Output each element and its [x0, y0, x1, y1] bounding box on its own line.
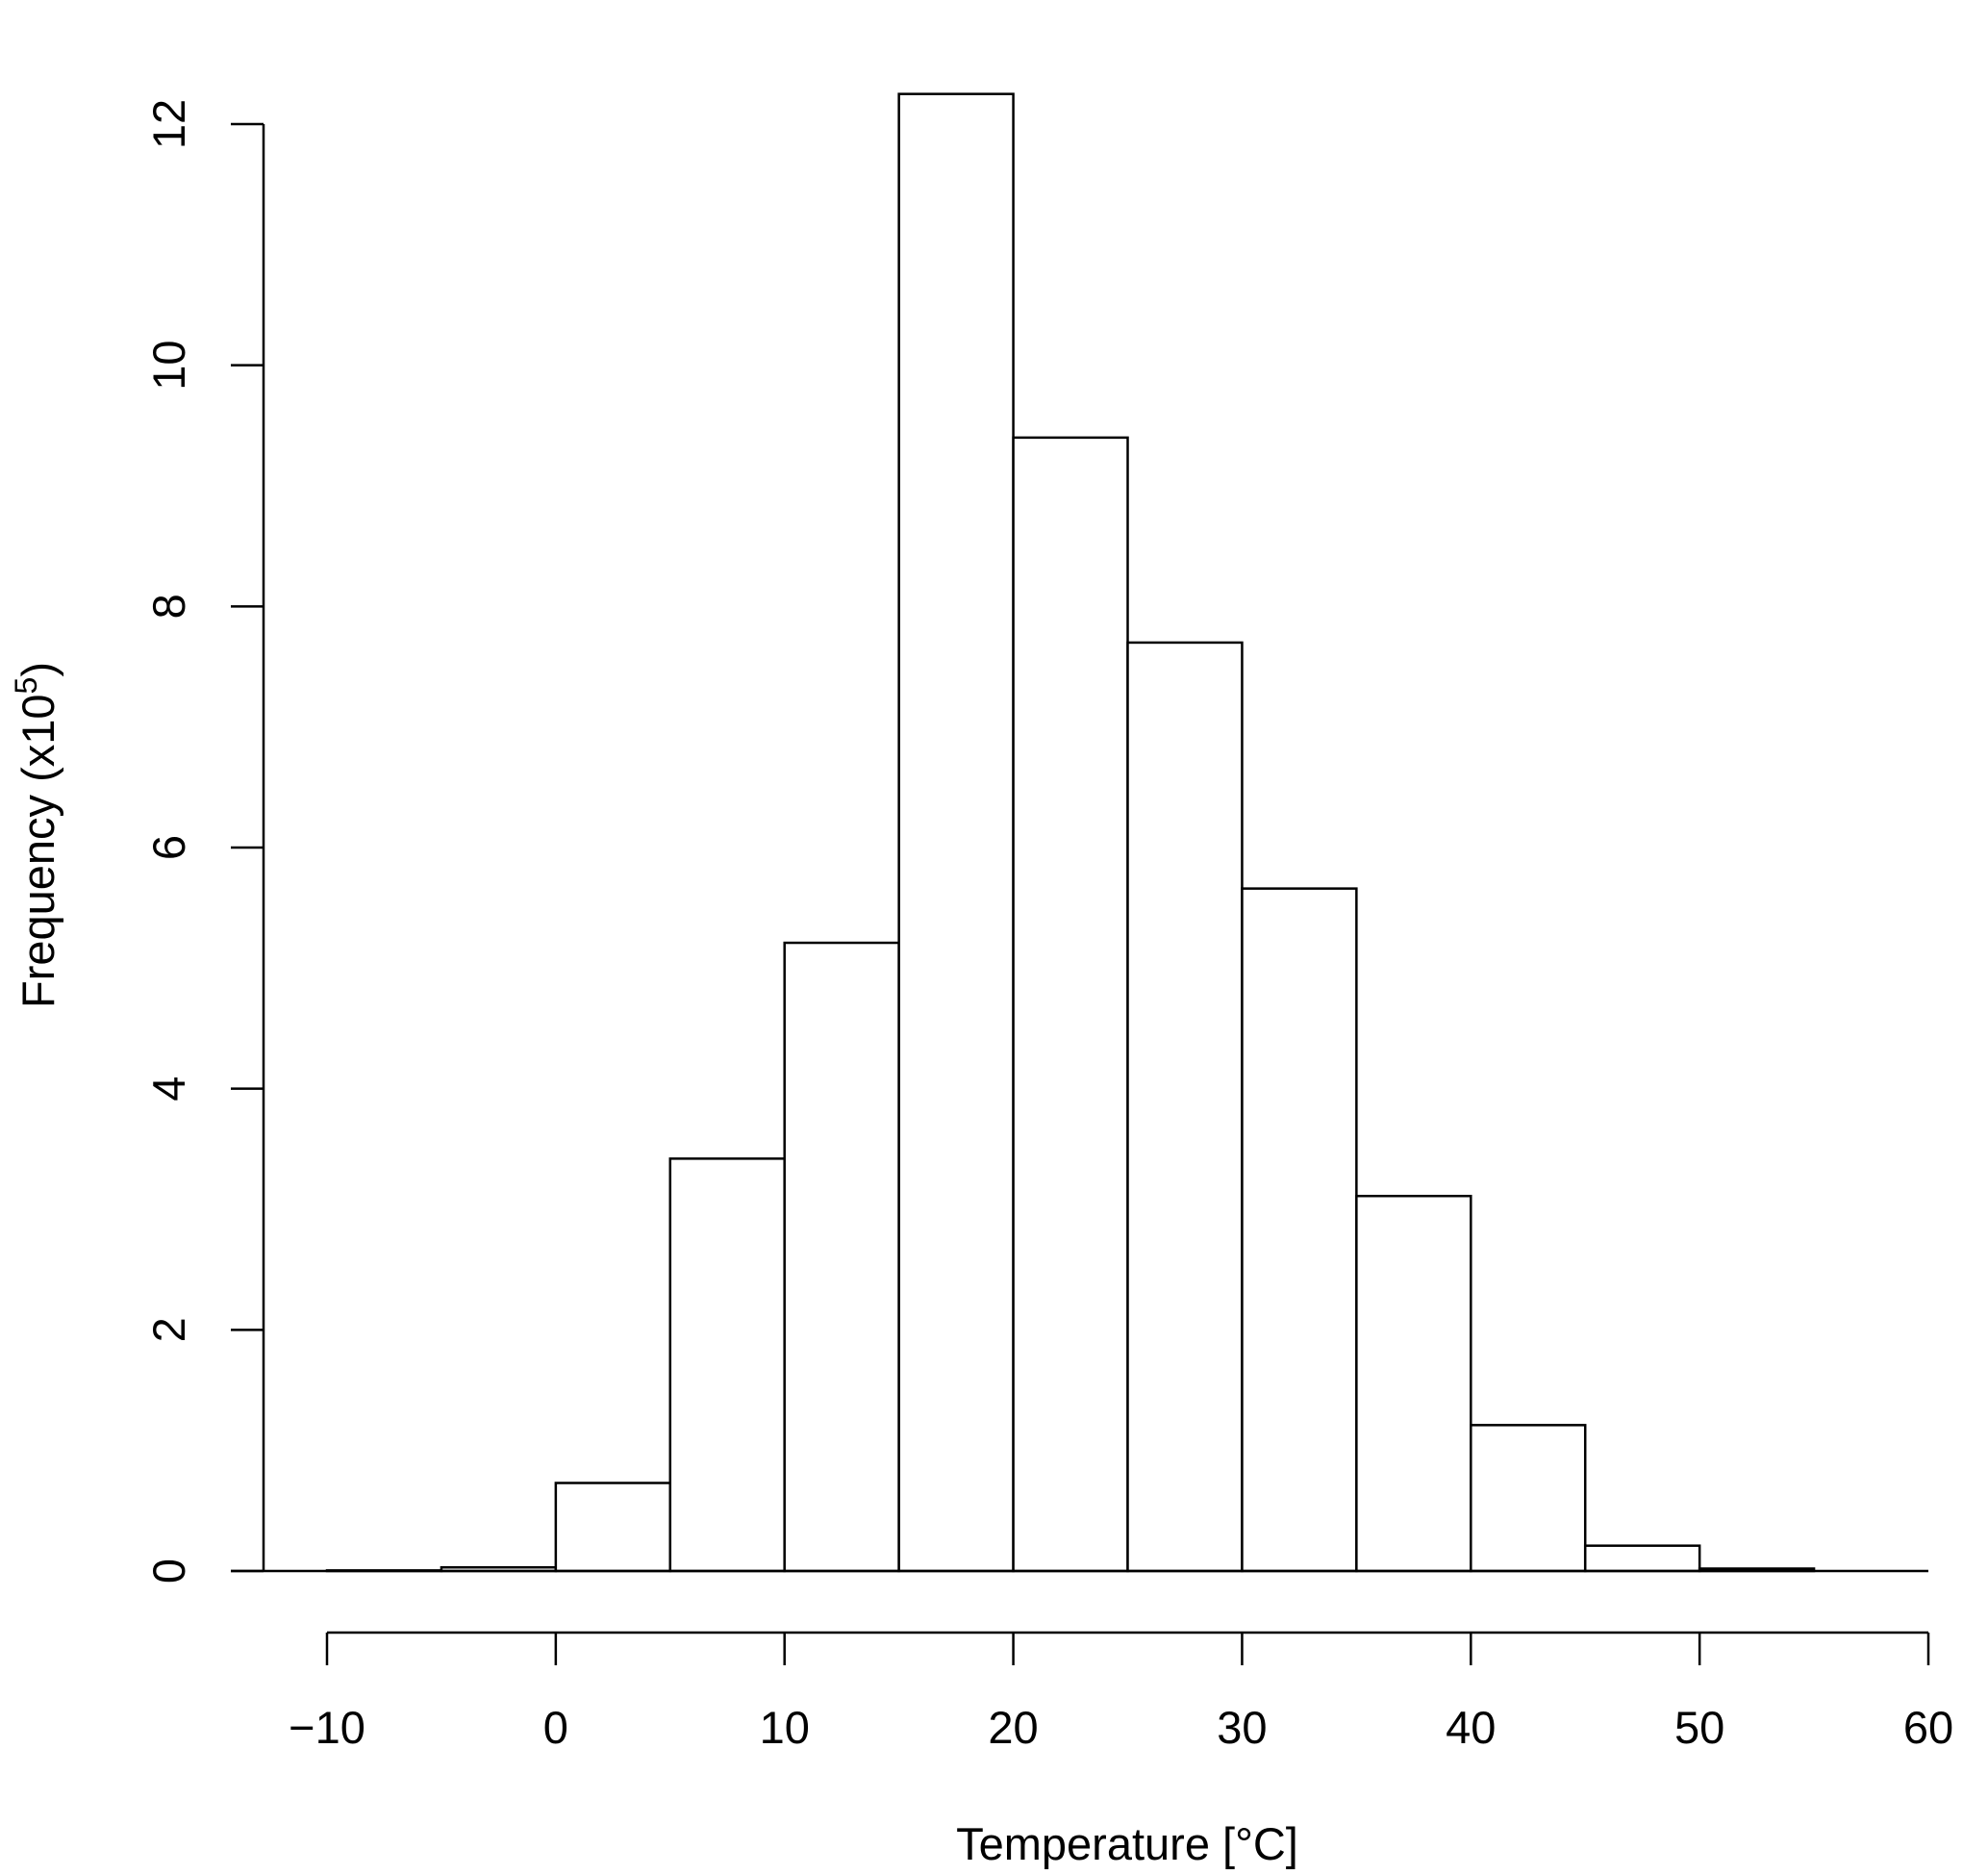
histogram-bar: [1355, 1194, 1472, 1573]
y-tick-label: 0: [143, 1558, 194, 1584]
histogram-bar: [1126, 641, 1244, 1573]
x-tick-label: 20: [988, 1702, 1038, 1753]
y-axis: 0 2 4 6 8 10 12: [143, 99, 265, 1584]
y-tick-label: 8: [143, 594, 194, 619]
y-axis-label: Frequency (x105): [9, 662, 63, 1008]
x-tick-label: 10: [760, 1702, 810, 1753]
x-axis: −10 0 10 20 30 40 50 60: [289, 1631, 1953, 1753]
x-tick-label: 0: [543, 1702, 568, 1753]
y-tick-label: 4: [143, 1077, 194, 1102]
x-tick-label: 50: [1674, 1702, 1724, 1753]
y-axis-label-main: Frequency (x10: [13, 694, 63, 1008]
histogram-bar: [1470, 1424, 1587, 1573]
y-tick-label: 12: [143, 99, 194, 149]
x-tick-label: 40: [1446, 1702, 1496, 1753]
x-tick-label: 30: [1217, 1702, 1267, 1753]
y-axis-label-superscript: 5: [9, 677, 43, 695]
x-axis-label: Temperature [°C]: [956, 1818, 1298, 1869]
histogram-bar: [668, 1157, 786, 1573]
y-tick-label: 2: [143, 1317, 194, 1342]
histogram-bar: [1012, 436, 1129, 1573]
y-axis-label-close: ): [13, 662, 63, 677]
histogram-bar: [1583, 1544, 1701, 1573]
x-tick-label: 60: [1903, 1702, 1953, 1753]
histogram-bar: [783, 941, 900, 1573]
y-tick-label: 10: [143, 341, 194, 391]
y-tick-label: 6: [143, 835, 194, 860]
histogram-bar: [1241, 887, 1358, 1573]
x-tick-label: −10: [289, 1702, 365, 1753]
histogram-bar: [897, 92, 1015, 1573]
histogram-bar: [554, 1482, 672, 1573]
histogram-bars: [325, 92, 1816, 1573]
